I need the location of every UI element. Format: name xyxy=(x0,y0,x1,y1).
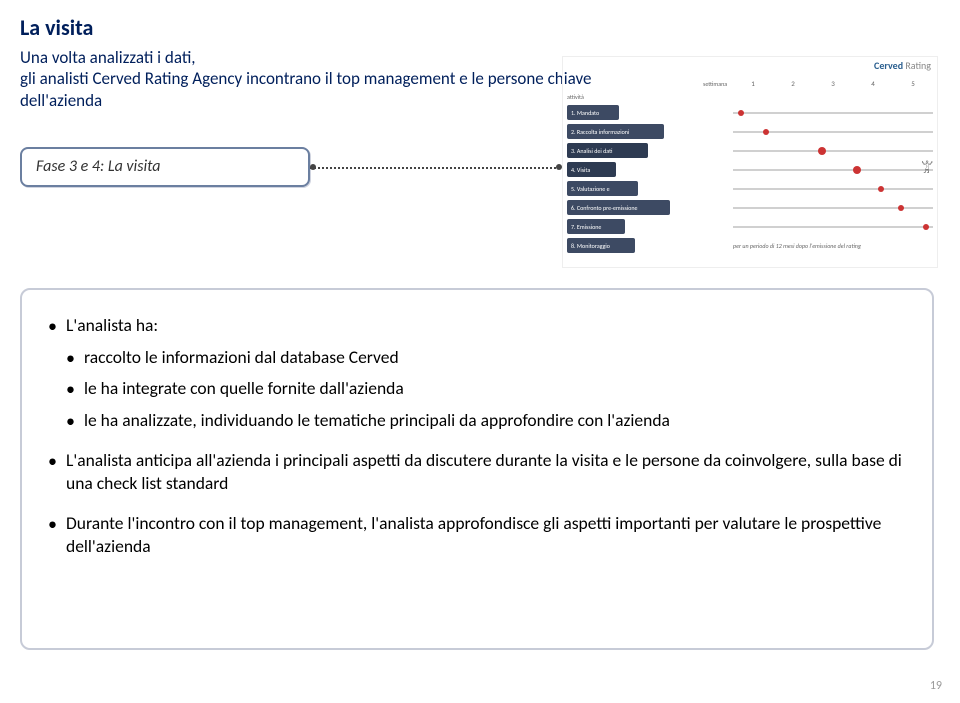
thumb-track xyxy=(733,226,933,228)
thumb-settimana-label: settimana xyxy=(703,80,727,88)
thumb-row: 2. Raccolta informazioni xyxy=(567,124,664,139)
thumb-attivita-label: attività xyxy=(567,93,584,101)
thumb-marker xyxy=(878,186,884,192)
sub-bullet: le ha integrate con quelle fornite dall'… xyxy=(66,377,906,401)
subtitle-line-1: Una volta analizzati i dati, xyxy=(20,47,196,68)
week-col: 2 xyxy=(773,79,813,88)
stickman-icon: 𓀠 xyxy=(921,157,933,177)
thumb-footnote: per un periodo di 12 mesi dopo l'emissio… xyxy=(733,242,861,250)
bullet-lead-text: L'analista ha: xyxy=(66,314,158,336)
thumb-marker xyxy=(898,205,904,211)
week-col: 5 xyxy=(893,79,933,88)
page-number: 19 xyxy=(930,679,942,693)
thumb-row: 7. Emissione xyxy=(567,219,625,234)
logo-cerved: Cerved xyxy=(874,59,903,72)
thumb-track xyxy=(733,150,933,152)
thumb-row: 4. Visita xyxy=(567,162,616,177)
bullet-analista-ha: L'analista ha: raccolto le informazioni … xyxy=(48,314,906,433)
thumb-track xyxy=(733,207,933,209)
connector-line xyxy=(310,167,560,169)
page-title: La visita xyxy=(0,0,960,41)
sub-bullet: le ha analizzate, individuando le temati… xyxy=(66,409,906,433)
timeline-thumbnail: Cerved Rating settimana 12345 attività 1.… xyxy=(562,56,938,268)
page-subtitle: Una volta analizzati i dati, gli analist… xyxy=(0,41,640,111)
thumb-row: 1. Mandato xyxy=(567,105,619,120)
thumb-marker xyxy=(738,110,744,116)
content-box: L'analista ha: raccolto le informazioni … xyxy=(20,288,934,650)
bullet-anticipa: L'analista anticipa all'azienda i princi… xyxy=(48,449,906,496)
thumb-row: 6. Confronto pre-emissione xyxy=(567,200,670,215)
week-col: 4 xyxy=(853,79,893,88)
thumb-track xyxy=(733,131,933,133)
thumb-row: 5. Valutazione e xyxy=(567,181,638,196)
thumb-track xyxy=(733,169,933,171)
cerved-logo: Cerved Rating xyxy=(874,59,931,72)
thumb-marker xyxy=(818,147,826,155)
subtitle-line-2: gli analisti Cerved Rating Agency incont… xyxy=(20,68,591,110)
thumb-row: 8. Monitoraggio xyxy=(567,238,635,253)
week-col: 3 xyxy=(813,79,853,88)
thumb-marker xyxy=(763,129,769,135)
thumb-track xyxy=(733,112,933,114)
thumb-marker xyxy=(923,224,929,230)
connector-dot-left xyxy=(310,164,316,170)
thumb-week-header: 12345 xyxy=(733,79,933,88)
bullet-incontro: Durante l'incontro con il top management… xyxy=(48,512,906,559)
thumb-row: 3. Analisi dei dati xyxy=(567,143,648,158)
week-col: 1 xyxy=(733,79,773,88)
logo-rating: Rating xyxy=(905,59,931,72)
phase-box: Fase 3 e 4: La visita xyxy=(20,147,310,187)
thumb-track xyxy=(733,188,933,190)
sub-bullet: raccolto le informazioni dal database Ce… xyxy=(66,346,906,370)
thumb-marker xyxy=(853,166,861,174)
